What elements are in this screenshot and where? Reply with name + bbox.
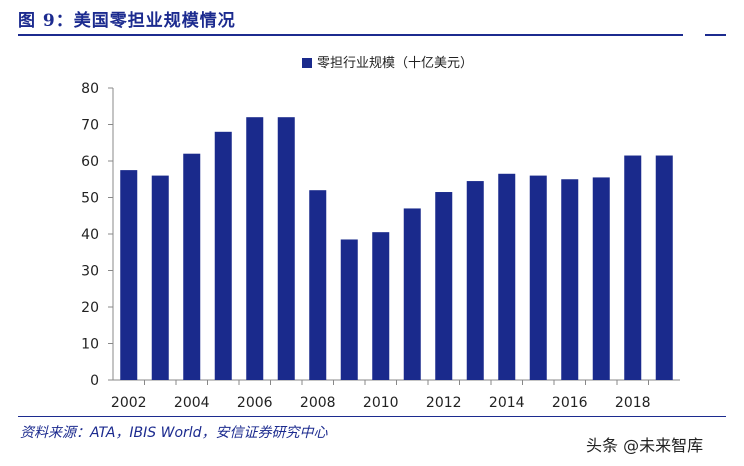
bar-2019 bbox=[655, 155, 673, 380]
bar-2017 bbox=[592, 177, 610, 380]
bar-2018 bbox=[624, 155, 642, 380]
bar-2013 bbox=[466, 181, 484, 380]
y-tick-label: 50 bbox=[81, 191, 99, 207]
x-tick-label: 2004 bbox=[174, 395, 210, 410]
x-tick-label: 2018 bbox=[615, 395, 651, 410]
x-tick-label: 2012 bbox=[426, 395, 462, 410]
bars bbox=[120, 117, 673, 380]
bar-2008 bbox=[309, 190, 327, 380]
legend-label: 零担行业规模（十亿美元） bbox=[317, 56, 473, 71]
figure-title: 图 9：美国零担业规模情况 bbox=[18, 11, 236, 31]
x-tick-label: 2014 bbox=[489, 395, 525, 410]
x-tick-label: 2016 bbox=[552, 395, 588, 410]
x-axis: 2002 2004 2006 2008 2010 2012 2014 2016 2018 bbox=[111, 379, 680, 410]
x-tick-label: 2006 bbox=[237, 395, 273, 410]
bar-2012 bbox=[435, 192, 453, 380]
legend-swatch bbox=[302, 58, 312, 68]
y-tick-label: 60 bbox=[81, 154, 99, 170]
bar-2016 bbox=[561, 179, 579, 380]
y-axis: 0 10 20 30 40 50 60 70 80 bbox=[81, 81, 114, 389]
title-rule-gap bbox=[683, 33, 705, 37]
chart-legend: 零担行业规模（十亿美元） bbox=[302, 56, 473, 71]
y-tick-label: 80 bbox=[81, 81, 99, 97]
y-tick-label: 30 bbox=[81, 264, 99, 280]
bar-2009 bbox=[340, 239, 358, 380]
x-tick-label: 2008 bbox=[300, 395, 336, 410]
x-tick-label: 2002 bbox=[111, 395, 147, 410]
bar-2011 bbox=[403, 208, 421, 380]
source-rule bbox=[18, 416, 726, 417]
bar-2007 bbox=[277, 117, 295, 380]
bar-2010 bbox=[372, 232, 390, 380]
y-tick-label: 0 bbox=[90, 373, 99, 389]
source-note: 资料来源：ATA，IBIS World，安信证券研究中心 bbox=[20, 425, 328, 441]
y-tick-label: 70 bbox=[81, 118, 99, 134]
title-rule bbox=[18, 34, 726, 36]
x-tick-label: 2010 bbox=[363, 395, 399, 410]
watermark: 头条 @未来智库 bbox=[586, 436, 704, 455]
y-tick-label: 10 bbox=[81, 337, 99, 353]
bar-2003 bbox=[151, 175, 169, 380]
bar-2015 bbox=[529, 175, 547, 380]
bar-2014 bbox=[498, 173, 516, 380]
y-tick-label: 40 bbox=[81, 227, 99, 243]
bar-2002 bbox=[120, 170, 138, 380]
bar-2006 bbox=[246, 117, 264, 380]
bar-2005 bbox=[214, 131, 232, 380]
y-tick-label: 20 bbox=[81, 300, 99, 316]
bar-2004 bbox=[183, 153, 201, 380]
